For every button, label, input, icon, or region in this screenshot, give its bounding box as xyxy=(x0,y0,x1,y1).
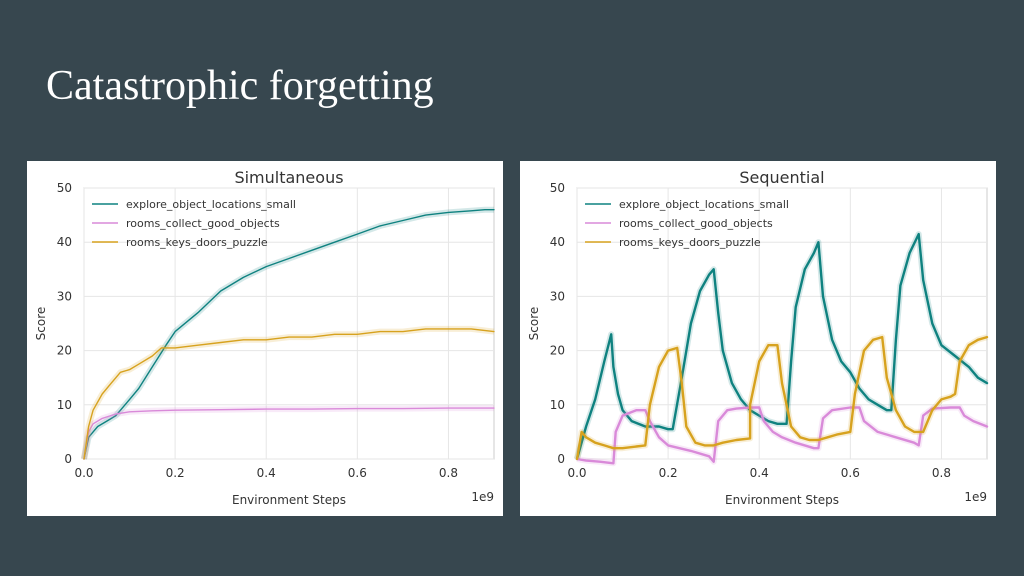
legend-label: rooms_collect_good_objects xyxy=(126,217,280,230)
legend-label: rooms_keys_doors_puzzle xyxy=(126,236,268,249)
x-axis-label: Environment Steps xyxy=(725,493,839,507)
legend-label: rooms_keys_doors_puzzle xyxy=(619,236,761,249)
x-tick-label: 0.0 xyxy=(567,466,586,480)
chart-title: Sequential xyxy=(739,168,824,187)
y-tick-label: 40 xyxy=(57,235,72,249)
x-tick-label: 0.2 xyxy=(166,466,185,480)
y-tick-label: 50 xyxy=(57,181,72,195)
series-line-rooms_keys_doors_puzzle xyxy=(83,328,495,460)
chart-sequential: 0.0 0.2 0.4 0.6 0.8 0 10 20 30 40 50 Sequential Envi… xyxy=(527,168,989,507)
x-multiplier-label: 1e9 xyxy=(471,490,494,504)
y-tick-label: 10 xyxy=(550,398,565,412)
x-axis-label: Environment Steps xyxy=(232,493,346,507)
x-tick-label: 0.8 xyxy=(932,466,951,480)
y-tick-label: 30 xyxy=(550,289,565,303)
y-tick-label: 10 xyxy=(57,398,72,412)
series-line-explore_object_locations_small xyxy=(575,232,989,461)
x-multiplier-label: 1e9 xyxy=(964,490,987,504)
legend-label: rooms_collect_good_objects xyxy=(619,217,773,230)
x-tick-label: 0.6 xyxy=(841,466,860,480)
y-tick-label: 0 xyxy=(64,452,72,466)
series-line-rooms_collect_good_objects xyxy=(83,407,495,460)
y-tick-label: 30 xyxy=(57,289,72,303)
y-tick-label: 20 xyxy=(550,344,565,358)
chart-title: Simultaneous xyxy=(234,168,343,187)
x-tick-label: 0.2 xyxy=(659,466,678,480)
x-tick-label: 0.6 xyxy=(348,466,367,480)
chart-panel-sequential: 0.0 0.2 0.4 0.6 0.8 0 10 20 30 40 50 Sequential Envi… xyxy=(520,161,996,516)
series-line-rooms_keys_doors_puzzle xyxy=(575,335,989,461)
y-tick-label: 0 xyxy=(557,452,565,466)
y-tick-label: 50 xyxy=(550,181,565,195)
legend-label: explore_object_locations_small xyxy=(619,198,789,211)
x-tick-label: 0.0 xyxy=(74,466,93,480)
x-tick-label: 0.4 xyxy=(750,466,769,480)
legend-label: explore_object_locations_small xyxy=(126,198,296,211)
chart-panel-simultaneous: 0.0 0.2 0.4 0.6 0.8 0 10 20 30 40 50 Simultaneous En… xyxy=(27,161,503,516)
y-axis-label: Score xyxy=(527,307,541,341)
y-tick-label: 20 xyxy=(57,344,72,358)
slide-title: Catastrophic forgetting xyxy=(46,63,434,109)
chart-simultaneous: 0.0 0.2 0.4 0.6 0.8 0 10 20 30 40 50 Simultaneous En… xyxy=(34,168,495,507)
y-tick-label: 40 xyxy=(550,235,565,249)
plot-area xyxy=(83,187,495,460)
series-line-rooms_collect_good_objects xyxy=(575,406,989,465)
series-line-explore_object_locations_small xyxy=(83,209,495,460)
x-tick-label: 0.8 xyxy=(439,466,458,480)
x-tick-label: 0.4 xyxy=(257,466,276,480)
y-axis-label: Score xyxy=(34,307,48,341)
